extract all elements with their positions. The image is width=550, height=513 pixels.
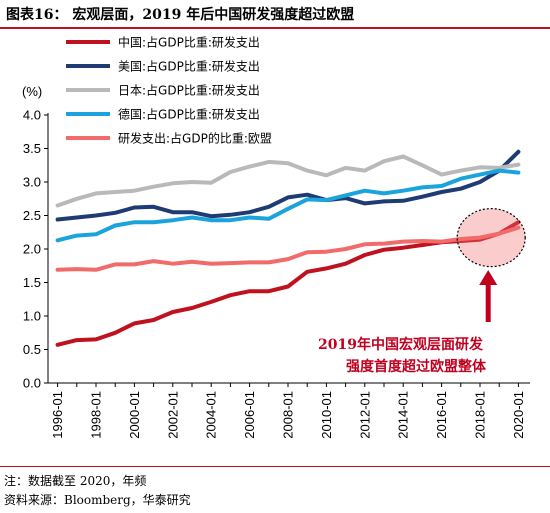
y-tick-label: 4.0: [23, 108, 41, 123]
legend-label-4: 德国:占GDP比重:研发支出: [118, 107, 260, 122]
x-tick-label: 2006-01: [242, 391, 257, 439]
x-tick-label: 2014-01: [396, 391, 411, 439]
x-tick-label: 2000-01: [127, 391, 142, 439]
x-tick-label: 1996-01: [50, 391, 65, 439]
y-tick-label: 3.5: [23, 141, 41, 156]
y-unit-label: (%): [22, 84, 42, 99]
x-tick-label: 2012-01: [357, 391, 372, 439]
y-tick-label: 1.5: [23, 275, 41, 290]
bottom-rule: [0, 466, 550, 467]
x-tick-label: 2008-01: [281, 391, 296, 439]
x-tick-label: 1998-01: [89, 391, 104, 439]
legend-label-5: 研发支出:占GDP的比重:欧盟: [118, 131, 272, 146]
y-tick-label: 0.0: [23, 376, 41, 391]
figure-title: 图表16： 宏观层面，2019 年后中国研发强度超过欧盟: [6, 7, 355, 23]
legend-label-1: 中国:占GDP比重:研发支出: [118, 35, 260, 50]
series-line-3: [55, 154, 521, 208]
series-layer: [55, 149, 521, 347]
x-tick-label: 2010-01: [319, 391, 334, 439]
series-line-4: [55, 168, 521, 243]
y-tick-label: 2.0: [23, 242, 41, 257]
y-tick-label: 0.5: [23, 342, 41, 357]
x-tick-label: 2004-01: [204, 391, 219, 439]
axes: 0.0 0.5 1.0 1.5 2.0 2.5 3.0 3.5 4.0 1996-01 1998-0…: [23, 108, 530, 439]
legend-label-2: 美国:占GDP比重:研发支出: [118, 59, 260, 74]
x-tick-label: 2016-01: [434, 391, 449, 439]
data-note: 注：数据截至 2020，年频: [4, 474, 147, 488]
series-line-5: [55, 225, 521, 272]
y-tick-label: 3.0: [23, 175, 41, 190]
legend: 中国:占GDP比重:研发支出美国:占GDP比重:研发支出日本:占GDP比重:研发…: [66, 35, 272, 146]
annotation-line-1: 2019年中国宏观层面研发: [318, 336, 484, 353]
source-note: 资料来源：Bloomberg，华泰研究: [4, 493, 191, 507]
y-tick-label: 1.0: [23, 309, 41, 324]
x-tick-label: 2020-01: [511, 391, 526, 439]
annotation-line-2: 强度首度超过欧盟整体: [346, 358, 487, 375]
annotation-arrow-head: [479, 270, 498, 285]
highlight-circle: [456, 208, 526, 268]
line-chart: 中国:占GDP比重:研发支出美国:占GDP比重:研发支出日本:占GDP比重:研发…: [22, 35, 530, 439]
y-tick-label: 2.5: [23, 208, 41, 223]
x-tick-label: 2018-01: [473, 391, 488, 439]
legend-label-3: 日本:占GDP比重:研发支出: [118, 83, 260, 98]
series-line-2: [55, 149, 521, 222]
x-tick-label: 2002-01: [165, 391, 180, 439]
top-rule: [0, 27, 550, 29]
